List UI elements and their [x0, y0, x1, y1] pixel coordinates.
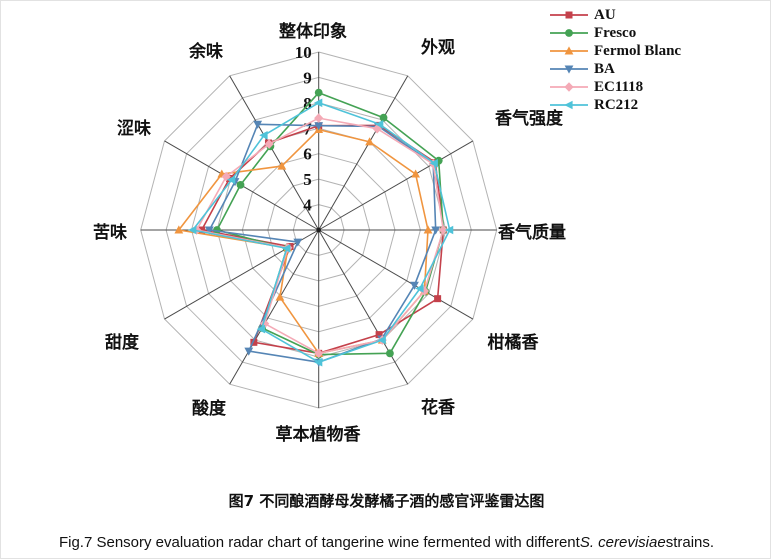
- legend-label: RC212: [594, 96, 639, 113]
- radial-tick-label: 6: [303, 145, 312, 164]
- series-marker-au: [198, 226, 206, 234]
- axis-label: 香气强度: [495, 108, 564, 129]
- series-marker-rc212: [188, 225, 197, 235]
- legend-marker: [564, 65, 574, 74]
- series-marker-fermol-blanc: [277, 161, 287, 170]
- ec1118-marker-icon: [550, 82, 588, 92]
- legend-marker: [565, 11, 573, 19]
- series-marker-rc212: [313, 357, 323, 367]
- ba-marker-icon: [550, 65, 588, 74]
- axis-spoke: [318, 229, 409, 385]
- fresco-marker-icon: [550, 29, 588, 37]
- axis-label: 外观: [421, 37, 455, 58]
- legend-marker: [564, 82, 574, 92]
- caption-english: Fig.7 Sensory evaluation radar chart of …: [1, 534, 770, 551]
- series-marker-fresco: [386, 349, 394, 358]
- axis-label: 涩味: [117, 118, 151, 139]
- series-marker-fermol-blanc: [411, 169, 421, 178]
- series-marker-fresco: [314, 88, 323, 97]
- axis-label: 香气质量: [498, 222, 566, 243]
- series-marker-ba: [204, 226, 214, 235]
- series-marker-rc212: [259, 131, 268, 140]
- legend-label: AU: [594, 6, 616, 23]
- axis-label: 整体印象: [279, 21, 347, 42]
- series-marker-au: [375, 331, 383, 339]
- radar-chart: 45678910整体印象外观香气强度香气质量柑橘香花香草本植物香酸度甜度苦味涩味…: [93, 21, 566, 445]
- series-marker-rc212: [415, 284, 424, 293]
- radial-tick-label: 4: [303, 196, 312, 215]
- axis-label: 花香: [421, 397, 455, 418]
- series-marker-fermol-blanc: [423, 225, 433, 234]
- axis-label: 酸度: [192, 398, 227, 419]
- legend-item-au: AU: [549, 6, 681, 24]
- axis-label: 甜度: [105, 332, 140, 353]
- series-marker-ba: [244, 347, 254, 356]
- legend-item-ec1118: EC1118: [549, 78, 681, 96]
- au-marker-icon: [550, 11, 588, 19]
- center-dot: [316, 227, 322, 233]
- series-marker-ba: [314, 122, 324, 131]
- series-marker-ec1118: [438, 225, 448, 235]
- series-marker-fresco: [379, 113, 388, 122]
- series-marker-rc212: [281, 244, 291, 253]
- series-marker-au: [434, 295, 442, 303]
- series-marker-ba: [410, 281, 419, 290]
- series-marker-rc212: [374, 119, 384, 129]
- rc212-marker-icon: [550, 100, 588, 110]
- axis-spoke: [318, 229, 474, 320]
- axis-label: 苦味: [93, 222, 127, 243]
- series-marker-rc212: [444, 225, 454, 235]
- legend-marker: [564, 46, 574, 55]
- series-marker-rc212: [226, 175, 236, 185]
- series-marker-ec1118: [314, 113, 324, 123]
- series-marker-fermol-blanc: [275, 292, 285, 301]
- radial-tick-label: 10: [295, 43, 312, 62]
- axis-spoke: [318, 75, 409, 231]
- series-marker-ba: [253, 120, 263, 129]
- legend-item-fermol-blanc: Fermol Blanc: [549, 42, 681, 60]
- series-marker-rc212: [256, 324, 266, 334]
- axis-spoke: [229, 75, 320, 231]
- series-marker-rc212: [313, 98, 323, 108]
- caption-english-species: S. cerevisiae: [579, 534, 666, 551]
- axis-spoke: [318, 140, 474, 231]
- caption-english-text: Fig.7 Sensory evaluation radar chart of …: [58, 534, 580, 551]
- series-marker-ec1118: [264, 139, 274, 149]
- caption-chinese: 图7 不同酿酒酵母发酵橘子酒的感官评鉴雷达图: [228, 492, 545, 510]
- series-marker-ec1118: [314, 348, 324, 359]
- axis-spoke: [229, 229, 320, 385]
- series-marker-ba: [293, 238, 303, 247]
- series-marker-fresco: [236, 180, 245, 189]
- radial-tick-label: 8: [303, 94, 312, 113]
- legend-label: Fermol Blanc: [594, 42, 682, 59]
- radial-tick-label: 9: [303, 68, 312, 87]
- legend: AU Fresco Fermol Blanc BA EC1118 RC212: [549, 6, 681, 114]
- series-marker-au: [250, 338, 258, 346]
- series-marker-fermol-blanc: [174, 225, 184, 234]
- axis-label: 柑橘香: [488, 332, 539, 353]
- legend-item-rc212: RC212: [549, 96, 681, 114]
- radial-tick-label: 5: [303, 170, 312, 189]
- fermol-blanc-marker-icon: [550, 46, 588, 55]
- series-marker-rc212: [377, 335, 386, 345]
- series-line-ba: [208, 123, 437, 364]
- legend-label: Fresco: [594, 24, 637, 41]
- legend-item-ba: BA: [549, 60, 681, 78]
- series-marker-ba: [431, 226, 441, 235]
- series-marker-fermol-blanc: [365, 137, 374, 146]
- series-marker-rc212: [429, 158, 438, 168]
- legend-item-fresco: Fresco: [549, 24, 681, 42]
- axis-label: 草本植物香: [276, 424, 361, 445]
- legend-label: EC1118: [594, 78, 644, 95]
- caption-english-suffix: strains.: [665, 534, 715, 551]
- axis-label: 余味: [188, 41, 223, 62]
- legend-marker: [564, 100, 573, 110]
- legend-marker: [565, 29, 573, 37]
- legend-label: BA: [594, 60, 615, 77]
- series-marker-ec1118: [372, 123, 382, 134]
